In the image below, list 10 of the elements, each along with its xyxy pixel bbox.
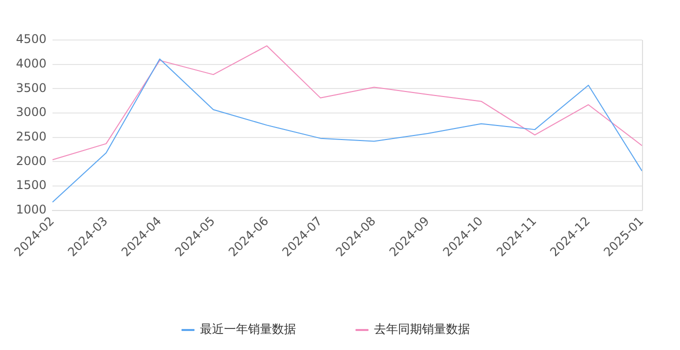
- y-tick-label: 4500: [16, 32, 47, 46]
- y-tick-label: 2000: [16, 154, 47, 168]
- legend-label: 最近一年销量数据: [200, 322, 296, 336]
- y-tick-label: 3500: [16, 80, 47, 95]
- y-tick-label: 1500: [16, 178, 47, 192]
- y-tick-label: 1000: [16, 202, 47, 216]
- y-tick-label: 3000: [16, 105, 47, 120]
- legend-label: 去年同期销量数据: [374, 322, 470, 336]
- y-tick-label: 2500: [16, 129, 47, 144]
- y-tick-label: 4000: [16, 56, 47, 70]
